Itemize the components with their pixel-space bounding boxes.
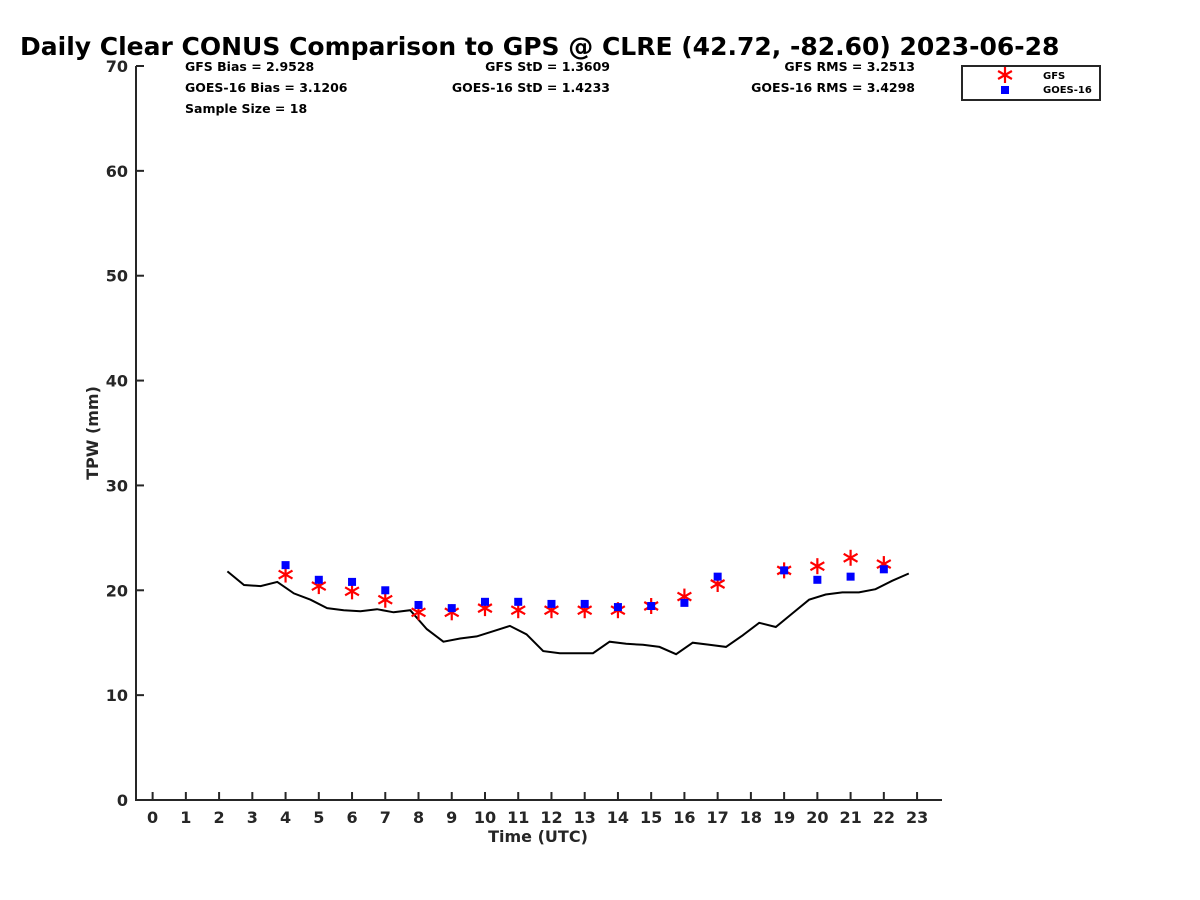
goes16-point: [547, 599, 556, 608]
stat-text: GFS RMS = 3.2513: [784, 59, 915, 74]
gfs-point: [344, 583, 360, 600]
stat-text: GFS StD = 1.3609: [485, 59, 610, 74]
goes16-point: [348, 577, 357, 586]
goes16-point: [846, 572, 855, 581]
asterisk-stroke: [543, 605, 559, 616]
asterisk-stroke: [411, 607, 426, 618]
x-tick-label: 9: [446, 808, 457, 827]
x-tick-label: 16: [673, 808, 695, 827]
x-tick-label: 7: [380, 808, 391, 827]
x-tick-label: 20: [806, 808, 828, 827]
y-tick-label: 10: [106, 686, 128, 705]
goes16-point: [879, 565, 888, 574]
asterisk-stroke: [344, 586, 360, 597]
x-tick-label: 2: [214, 808, 225, 827]
x-tick-label: 1: [180, 808, 191, 827]
gfs-point: [843, 549, 859, 566]
goes16-point: [314, 575, 323, 584]
goes16-point: [713, 572, 722, 581]
gfs-point: [809, 558, 825, 575]
y-tick-label: 40: [106, 372, 128, 391]
x-ticks: 0 1 2 3 4 5 6 7 8 9 10 11 12 13 14 15 16 17 18 19 20 21 22 23: [147, 792, 928, 827]
asterisk-stroke: [843, 552, 859, 563]
axes: [135, 66, 942, 801]
gfs-point: [278, 566, 294, 583]
x-tick-label: 4: [280, 808, 291, 827]
data-series: [226, 549, 910, 656]
goes16-point: [281, 561, 290, 570]
asterisk-stroke: [444, 607, 460, 618]
legend-goes16-label: GOES-16: [1043, 85, 1092, 96]
asterisk-stroke: [311, 581, 327, 592]
x-tick-label: 8: [413, 808, 424, 827]
x-tick-label: 0: [147, 808, 158, 827]
statistics-block: GFS Bias = 2.9528 GFS StD = 1.3609 GFS RMS…: [185, 59, 915, 116]
x-tick-label: 23: [906, 808, 928, 827]
x-axis-label: Time (UTC): [488, 827, 588, 846]
goes16-point: [580, 599, 589, 608]
asterisk-stroke: [278, 569, 294, 580]
y-tick-label: 0: [117, 791, 128, 810]
stat-text: GOES-16 StD = 1.4233: [452, 80, 610, 95]
chart-title: Daily Clear CONUS Comparison to GPS @ CL…: [20, 32, 1059, 61]
goes16-point: [447, 604, 456, 613]
x-tick-label: 22: [873, 808, 895, 827]
goes16-point: [514, 597, 523, 606]
x-tick-label: 10: [474, 808, 496, 827]
goes16-point: [780, 566, 789, 575]
y-tick-label: 50: [106, 267, 128, 286]
gps-tpw-line: [226, 570, 910, 656]
x-tick-label: 17: [707, 808, 729, 827]
y-tick-label: 70: [106, 57, 128, 76]
goes16-point: [381, 586, 390, 595]
stat-text: Sample Size = 18: [185, 101, 307, 116]
x-tick-label: 3: [247, 808, 258, 827]
y-tick-label: 20: [106, 581, 128, 600]
x-tick-label: 12: [540, 808, 562, 827]
goes16-point: [647, 602, 656, 611]
asterisk-stroke: [809, 561, 825, 572]
goes16-point: [414, 600, 423, 609]
x-tick-label: 21: [839, 808, 861, 827]
asterisk-stroke: [377, 594, 393, 605]
y-tick-label: 60: [106, 162, 128, 181]
legend-gfs-marker: [997, 67, 1013, 83]
x-tick-label: 19: [773, 808, 795, 827]
x-tick-label: 6: [346, 808, 357, 827]
y-axis-label: TPW (mm): [83, 386, 102, 480]
asterisk-stroke: [876, 559, 892, 570]
legend-box: [961, 65, 1101, 101]
goes16-point: [613, 603, 622, 612]
asterisk-stroke: [477, 603, 493, 614]
asterisk-stroke: [577, 605, 593, 616]
x-tick-label: 11: [507, 808, 529, 827]
x-tick-label: 18: [740, 808, 762, 827]
x-tick-label: 14: [607, 808, 629, 827]
asterisk-stroke: [676, 591, 692, 602]
legend-goes16-marker: [1001, 86, 1009, 94]
asterisk-stroke: [710, 579, 726, 589]
goes16-point: [480, 597, 489, 606]
legend: GFS GOES-16: [961, 65, 1101, 101]
gfs-point: [377, 591, 393, 608]
stat-text: GOES-16 RMS = 3.4298: [751, 80, 915, 95]
legend-gfs-label: GFS: [1043, 71, 1065, 82]
x-tick-label: 5: [313, 808, 324, 827]
asterisk-stroke: [510, 605, 526, 616]
y-tick-label: 30: [106, 476, 128, 495]
y-ticks: 0 10 20 30 40 50 60 70: [106, 57, 144, 810]
goes16-point: [680, 598, 689, 607]
x-tick-label: 13: [574, 808, 596, 827]
stat-text: GOES-16 Bias = 3.1206: [185, 80, 348, 95]
asterisk-stroke: [997, 70, 1013, 80]
goes16-point: [813, 575, 822, 584]
stat-text: GFS Bias = 2.9528: [185, 59, 314, 74]
x-tick-label: 15: [640, 808, 662, 827]
